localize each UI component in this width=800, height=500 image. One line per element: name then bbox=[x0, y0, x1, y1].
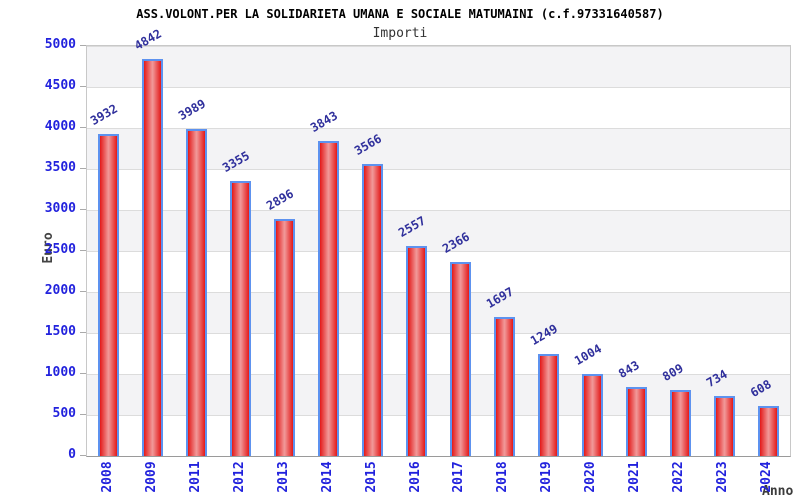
x-tick-label: 2012 bbox=[231, 461, 247, 493]
x-tick-label: 2014 bbox=[319, 461, 335, 493]
y-tick-mark bbox=[80, 455, 86, 456]
bar-2021 bbox=[625, 386, 647, 456]
x-axis-title: Anno bbox=[762, 484, 794, 499]
y-tick-label: 2500 bbox=[44, 242, 76, 257]
bar-value-label: 2366 bbox=[439, 229, 473, 256]
bar-2019 bbox=[537, 353, 559, 456]
x-tick-label: 2024 bbox=[759, 461, 775, 493]
bar-2015 bbox=[362, 163, 384, 456]
x-tick-label: 2011 bbox=[187, 461, 203, 493]
plot-area: 3932 4842 3989 3355 2896 3843 3566 2557 2366 1697… bbox=[86, 26, 791, 457]
y-tick-label: 4500 bbox=[44, 78, 76, 93]
x-tick-label: 2023 bbox=[715, 461, 731, 493]
bar-2009 bbox=[142, 58, 164, 456]
y-tick-mark bbox=[80, 291, 86, 292]
y-tick-label: 0 bbox=[68, 447, 76, 462]
bar-2022 bbox=[669, 389, 691, 456]
y-tick-label: 5000 bbox=[44, 37, 76, 52]
x-tick-label: 2013 bbox=[275, 461, 291, 493]
x-tick-label: 2018 bbox=[495, 461, 511, 493]
x-tick-label: 2008 bbox=[99, 461, 115, 493]
y-tick-mark bbox=[80, 168, 86, 169]
y-tick-label: 3500 bbox=[44, 160, 76, 175]
y-tick-mark bbox=[80, 45, 86, 46]
bar-value-label: 3932 bbox=[88, 101, 121, 128]
bar-value-label: 1004 bbox=[571, 341, 604, 368]
x-tick-label: 2020 bbox=[583, 461, 599, 493]
bar-value-label: 2557 bbox=[396, 213, 429, 241]
y-tick-label: 500 bbox=[52, 406, 76, 421]
bar-value-label: 3989 bbox=[176, 96, 209, 123]
y-tick-mark bbox=[80, 86, 86, 87]
chart-subtitle: Importi bbox=[372, 26, 428, 41]
bar-value-label: 1697 bbox=[483, 284, 516, 311]
x-tick-label: 2022 bbox=[671, 461, 687, 493]
bar-2014 bbox=[318, 140, 340, 456]
bar-2013 bbox=[274, 218, 296, 456]
y-tick-mark bbox=[80, 250, 86, 251]
bar-value-label: 809 bbox=[659, 360, 686, 384]
y-tick-mark bbox=[80, 209, 86, 210]
x-tick-label: 2019 bbox=[539, 461, 555, 493]
y-tick-label: 1500 bbox=[44, 324, 76, 339]
bar-value-label: 3566 bbox=[352, 131, 385, 158]
bar-value-label: 3355 bbox=[220, 148, 253, 175]
y-tick-label: 3000 bbox=[44, 201, 76, 216]
chart-title: ASS.VOLONT.PER LA SOLIDARIETA UMANA E SO… bbox=[136, 7, 664, 21]
bar-2018 bbox=[493, 316, 515, 456]
x-tick-label: 2015 bbox=[363, 461, 379, 493]
bar-2008 bbox=[98, 133, 120, 456]
y-tick-mark bbox=[80, 127, 86, 128]
y-tick-mark bbox=[80, 414, 86, 415]
bar-2012 bbox=[230, 180, 252, 456]
x-tick-label: 2016 bbox=[407, 461, 423, 493]
bar-2020 bbox=[581, 373, 603, 456]
y-tick-mark bbox=[80, 332, 86, 333]
y-tick-label: 4000 bbox=[44, 119, 76, 134]
x-tick-label: 2009 bbox=[143, 461, 159, 493]
bar-2016 bbox=[406, 246, 428, 456]
x-tick-label: 2021 bbox=[627, 461, 643, 493]
y-tick-label: 2000 bbox=[44, 283, 76, 298]
bar-value-label: 843 bbox=[615, 357, 642, 381]
y-tick-label: 1000 bbox=[44, 365, 76, 380]
bar-2024 bbox=[757, 406, 779, 456]
bar-value-label: 734 bbox=[703, 366, 730, 390]
bar-value-label: 3843 bbox=[308, 108, 341, 135]
bar-value-label: 608 bbox=[747, 377, 774, 401]
bar-2011 bbox=[186, 128, 208, 456]
x-tick-label: 2017 bbox=[451, 461, 467, 493]
y-tick-mark bbox=[80, 373, 86, 374]
bar-value-label: 1249 bbox=[527, 321, 560, 348]
bar-2017 bbox=[449, 262, 471, 456]
bar-value-label: 2896 bbox=[264, 185, 297, 213]
bar-2023 bbox=[713, 395, 735, 456]
